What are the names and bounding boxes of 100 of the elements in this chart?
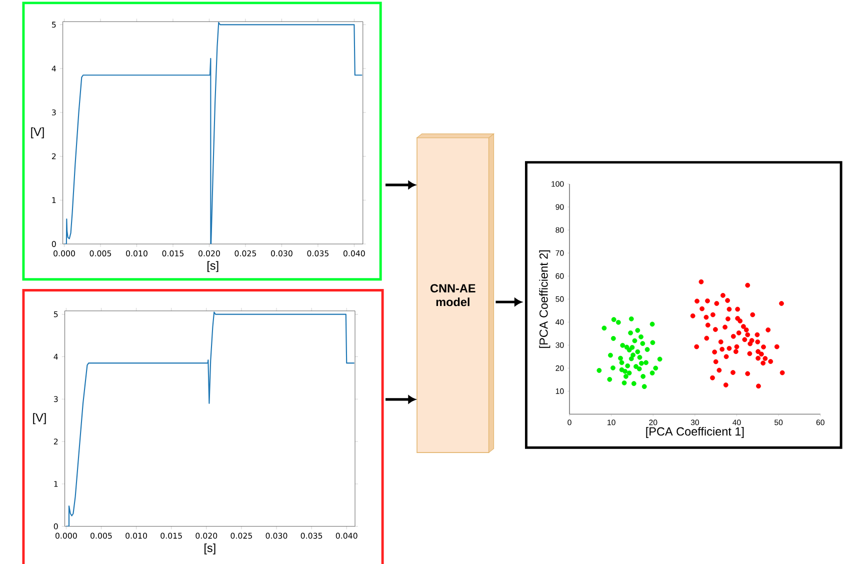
point <box>704 336 710 341</box>
point <box>610 366 616 370</box>
point <box>653 366 658 371</box>
point <box>642 384 647 390</box>
point <box>644 347 650 352</box>
point <box>716 368 722 373</box>
point <box>713 359 718 364</box>
point <box>635 328 640 333</box>
point <box>705 322 710 328</box>
point <box>745 371 750 376</box>
point <box>718 340 724 344</box>
point <box>616 320 621 325</box>
point <box>640 374 646 380</box>
point <box>756 356 761 361</box>
point <box>705 298 710 304</box>
point <box>747 351 752 356</box>
point <box>626 348 632 353</box>
point <box>620 343 626 348</box>
point <box>596 368 602 374</box>
point <box>610 336 616 342</box>
point <box>712 350 718 355</box>
point <box>631 381 636 386</box>
point <box>726 306 732 312</box>
point <box>736 330 742 336</box>
point <box>760 360 766 366</box>
point <box>628 316 634 322</box>
point <box>720 293 726 298</box>
point <box>611 317 616 322</box>
point <box>748 341 753 346</box>
point <box>628 356 634 362</box>
point <box>710 375 715 380</box>
point <box>657 356 662 362</box>
point <box>735 306 740 312</box>
text: CNN-AE model <box>430 284 476 306</box>
point <box>626 370 632 376</box>
point <box>700 306 704 312</box>
point <box>730 334 736 339</box>
point <box>733 349 738 354</box>
point <box>724 354 729 360</box>
point <box>619 360 624 366</box>
point <box>694 298 700 304</box>
point <box>650 370 655 376</box>
point <box>704 314 709 320</box>
point <box>690 314 696 318</box>
point <box>740 324 746 330</box>
point <box>754 332 760 338</box>
point <box>618 356 623 361</box>
point <box>622 380 627 386</box>
point <box>766 328 771 333</box>
point <box>756 384 761 389</box>
y-axis-title: [V] <box>31 127 44 138</box>
point <box>640 341 646 346</box>
point <box>745 332 750 338</box>
point <box>723 382 728 388</box>
point <box>750 312 756 318</box>
point <box>644 360 648 366</box>
point <box>761 344 766 350</box>
point <box>742 337 748 342</box>
point <box>725 298 730 304</box>
x-axis-title: [s] <box>207 261 218 272</box>
point <box>637 354 642 360</box>
point <box>744 328 749 333</box>
point <box>726 346 732 351</box>
point <box>745 282 750 288</box>
point <box>774 344 780 350</box>
point <box>755 340 760 344</box>
point <box>625 364 630 368</box>
point <box>602 326 607 331</box>
point <box>630 345 635 350</box>
point <box>768 359 774 364</box>
point <box>607 377 612 382</box>
y-axis-title: [V] <box>33 413 46 424</box>
point <box>712 327 718 332</box>
point <box>634 364 638 370</box>
point <box>638 360 644 366</box>
point <box>710 312 716 318</box>
point <box>650 340 656 346</box>
point <box>758 352 764 357</box>
x-axis-title: [PCA Coefficient 1] <box>646 427 744 438</box>
point <box>730 370 736 376</box>
line-series <box>64 22 363 244</box>
point <box>722 324 728 330</box>
point <box>628 330 633 336</box>
point <box>635 349 640 354</box>
point <box>738 318 743 324</box>
point <box>779 301 784 306</box>
point <box>623 374 628 380</box>
point <box>734 344 740 350</box>
point <box>650 322 655 327</box>
point <box>632 338 638 344</box>
point <box>720 346 725 352</box>
y-axis-title: [PCA Coefficient 2] <box>539 250 550 348</box>
point <box>694 344 700 350</box>
point <box>726 316 730 322</box>
line-series <box>66 312 355 526</box>
point <box>608 352 613 358</box>
x-axis-title: [s] <box>204 544 216 555</box>
point <box>636 366 642 372</box>
point <box>698 279 704 284</box>
point <box>622 369 628 374</box>
